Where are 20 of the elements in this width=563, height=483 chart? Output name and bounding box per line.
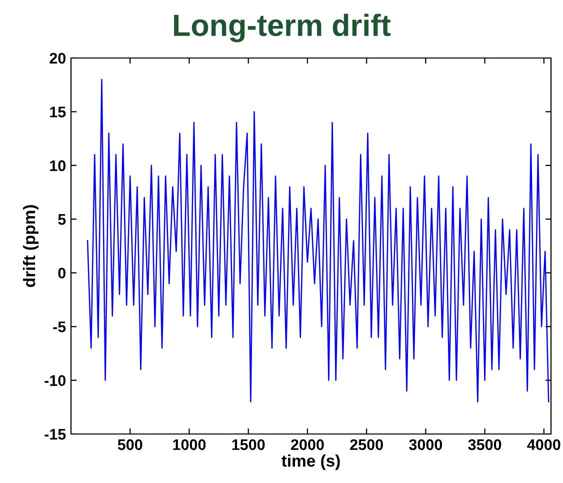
x-tick-label: 1000 <box>173 439 206 450</box>
y-tick-label: 5 <box>58 214 66 225</box>
y-tick-label: -15 <box>44 429 66 440</box>
x-tick-label: 3000 <box>409 439 442 450</box>
x-tick-label: 1500 <box>232 439 265 450</box>
line-series <box>86 78 550 402</box>
chart-title: Long-term drift <box>174 14 391 42</box>
y-axis-title: drift (ppm) <box>22 205 39 287</box>
x-tick-label: 2000 <box>290 439 324 450</box>
y-tick-label: -5 <box>53 322 66 332</box>
x-tick-label: 2500 <box>350 439 383 450</box>
y-tick-label: 0 <box>58 268 66 279</box>
x-axis-title: time (s) <box>282 454 340 470</box>
y-tick-label: 15 <box>50 106 66 118</box>
x-tick-label: 4000 <box>527 439 560 450</box>
x-tick-label: 3500 <box>468 439 502 450</box>
y-tick-label: 20 <box>50 52 66 64</box>
y-tick-label: -10 <box>44 375 66 386</box>
x-tick-label: 500 <box>118 439 142 450</box>
y-tick-label: 10 <box>50 160 66 172</box>
